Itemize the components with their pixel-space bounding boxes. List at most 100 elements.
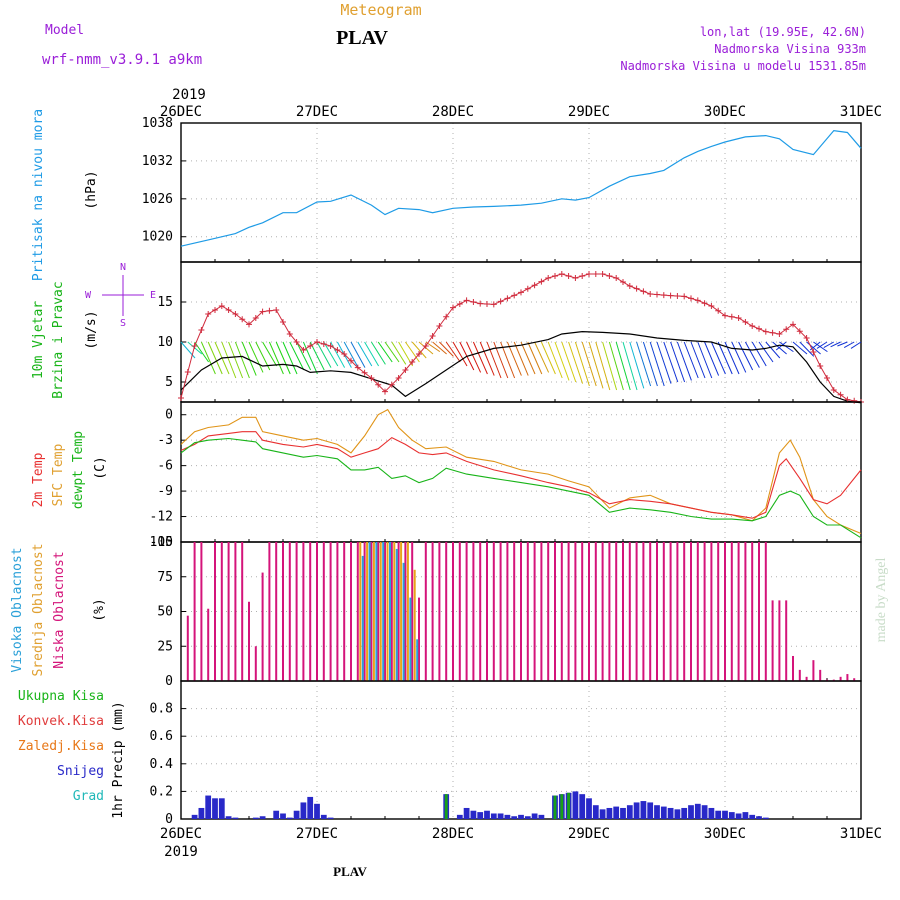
cloud-low-bar bbox=[254, 646, 257, 681]
wind-barb bbox=[608, 341, 624, 391]
wind-barb bbox=[717, 341, 733, 375]
gust-marker bbox=[694, 297, 701, 304]
gust-marker bbox=[552, 273, 558, 279]
wind-barb bbox=[792, 341, 808, 355]
time-tick-top: 26DEC bbox=[160, 104, 202, 120]
wind-barb bbox=[370, 341, 386, 365]
wind-panel: 5 10 15 bbox=[157, 261, 864, 405]
gust-marker bbox=[769, 329, 776, 336]
wind-barb bbox=[704, 341, 720, 376]
y-tick-label: 1020 bbox=[142, 230, 173, 245]
credit-text: made by Angel bbox=[874, 558, 889, 643]
cloud-low-bar bbox=[628, 542, 631, 681]
cloud-low-bar bbox=[778, 600, 781, 681]
snow-bar bbox=[273, 810, 280, 819]
cloud-low-bar bbox=[853, 678, 856, 681]
wind-barb bbox=[404, 341, 420, 363]
snow-bar bbox=[286, 817, 293, 819]
snow-bar bbox=[667, 807, 674, 819]
cloud-low-bar bbox=[288, 542, 291, 681]
wind-barb bbox=[466, 341, 482, 373]
cloud-low-bar bbox=[574, 542, 577, 681]
cloud-low-bar bbox=[662, 542, 665, 681]
snow-bar bbox=[762, 817, 769, 819]
cloud-low-bar bbox=[547, 542, 550, 681]
wind-barb bbox=[268, 341, 284, 375]
time-tick-top: 27DEC bbox=[296, 104, 338, 120]
gust-marker bbox=[620, 279, 626, 285]
gust-marker bbox=[626, 283, 633, 289]
legend-frozen-rain: Zaledj.Kisa bbox=[18, 739, 104, 754]
y-tick-label: 1026 bbox=[142, 192, 173, 207]
cloud-mid-bar bbox=[393, 542, 396, 681]
snow-bar bbox=[660, 806, 667, 819]
cloud-low-bar bbox=[248, 601, 250, 681]
wind-barb bbox=[234, 341, 250, 379]
cloud-low-bar bbox=[458, 542, 461, 681]
snow-bar bbox=[225, 816, 232, 819]
snow-bar bbox=[524, 816, 531, 819]
wind-barb bbox=[200, 341, 216, 375]
gust-marker bbox=[422, 343, 429, 349]
compass-s: S bbox=[120, 318, 126, 329]
gust-marker bbox=[756, 325, 762, 332]
cloud-low-bar bbox=[724, 542, 726, 681]
wind-barb bbox=[830, 341, 841, 348]
y-tick-label: -6 bbox=[157, 459, 173, 474]
cloud-low-bar bbox=[608, 542, 611, 681]
cloud-low-bar bbox=[533, 542, 536, 681]
wind-barb bbox=[289, 341, 305, 371]
snow-bar bbox=[511, 816, 518, 819]
y-tick-label: 0.6 bbox=[150, 729, 173, 744]
gust-marker bbox=[613, 275, 620, 281]
wind-barb bbox=[602, 341, 618, 391]
pressure-line bbox=[180, 129, 862, 247]
gust-marker bbox=[667, 292, 674, 299]
y-tick-label: 0.8 bbox=[150, 702, 173, 717]
cloud-low-bar bbox=[513, 542, 516, 681]
gust-marker bbox=[783, 326, 790, 333]
gust-marker bbox=[599, 271, 606, 277]
wind-barb bbox=[228, 341, 244, 379]
temp-ylabel: 2m Temp SFC Temp dewpt Temp (C) bbox=[31, 431, 108, 509]
snow-bar bbox=[572, 791, 579, 819]
snow-bar bbox=[205, 795, 212, 819]
gust-marker bbox=[225, 307, 232, 313]
cloud-low-bar bbox=[295, 542, 298, 681]
snow-bar bbox=[232, 817, 239, 819]
snow-bar bbox=[497, 813, 504, 819]
wind-barb bbox=[843, 341, 855, 349]
cloud-ylabel-mid: Srednja Oblacnost bbox=[31, 543, 46, 676]
wind-barb bbox=[343, 341, 359, 368]
snow-bar bbox=[300, 802, 307, 819]
wind-barb bbox=[302, 341, 318, 375]
gust-marker bbox=[368, 375, 375, 381]
wind-barb bbox=[194, 341, 210, 363]
gust-marker bbox=[382, 388, 388, 395]
wind-barb bbox=[221, 341, 237, 379]
cloud-low-bar bbox=[581, 542, 584, 681]
wind-barb bbox=[357, 341, 373, 367]
legend-conv-rain: Konvek.Kisa bbox=[18, 714, 104, 729]
gust-marker bbox=[490, 301, 497, 308]
cloud-high-bar bbox=[402, 562, 405, 681]
cloud-low-bar bbox=[751, 542, 754, 681]
gust-marker bbox=[803, 335, 810, 341]
gust-marker bbox=[722, 312, 728, 319]
snow-bar bbox=[626, 805, 633, 819]
gust-marker bbox=[674, 293, 681, 299]
y-tick-label: 50 bbox=[157, 605, 173, 620]
gust-marker bbox=[436, 323, 443, 329]
time-tick-top: 30DEC bbox=[704, 104, 746, 120]
snow-bar bbox=[259, 816, 266, 819]
gust-marker bbox=[762, 328, 769, 335]
gust-marker bbox=[348, 357, 354, 364]
cloud-mid-bar bbox=[386, 542, 389, 681]
snow-bar bbox=[477, 812, 484, 819]
cloud-low-bar bbox=[479, 542, 482, 681]
wind-barb bbox=[799, 341, 815, 357]
cloud-low-bar bbox=[316, 542, 318, 681]
y-tick-label: -15 bbox=[150, 535, 173, 550]
cloud-low-bar bbox=[499, 542, 502, 681]
wind-barb bbox=[642, 341, 658, 387]
